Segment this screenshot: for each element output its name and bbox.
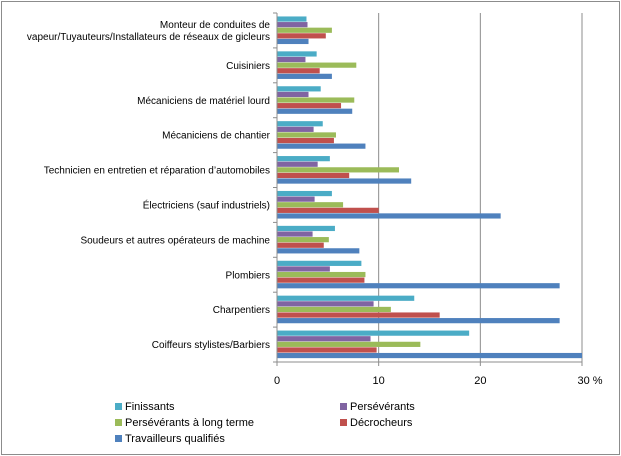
legend-swatch [115, 435, 122, 442]
bar [277, 242, 324, 248]
x-tick-labels: 0 10 20 30 % [274, 375, 603, 387]
bar [277, 196, 315, 202]
category-label: Technicien en entretien et réparation d’… [44, 166, 270, 177]
axes [273, 12, 583, 366]
bar [277, 336, 371, 342]
bar [277, 283, 560, 289]
x-tick-label: 0 [274, 375, 280, 387]
bar [277, 260, 362, 266]
bar [277, 56, 306, 63]
bar [277, 306, 391, 313]
category-labels: Monteur de conduites devapeur/Tuyauteurs… [27, 20, 271, 351]
bar [277, 132, 336, 138]
bar [277, 68, 320, 74]
bar [277, 172, 350, 179]
bar [277, 91, 309, 98]
bar [277, 295, 415, 301]
bar [277, 237, 329, 243]
bar [277, 330, 470, 336]
bar [277, 266, 330, 272]
category-label: Plombiers [226, 270, 270, 281]
legend-swatch [115, 419, 122, 426]
bar [277, 86, 321, 92]
gridlines [378, 13, 583, 362]
bar [277, 161, 318, 167]
bar [277, 126, 314, 132]
legend-label: Finissants [125, 401, 175, 413]
bar [277, 271, 366, 278]
bar [277, 231, 313, 237]
bar [277, 143, 366, 149]
bar [277, 178, 412, 184]
bar [277, 277, 365, 283]
bar [277, 347, 377, 353]
category-label: Monteur de conduites de [160, 20, 271, 31]
bar [277, 103, 342, 109]
legend-label: Persévérants à long terme [125, 417, 254, 429]
bars [277, 16, 582, 359]
legend-swatch [340, 403, 347, 410]
bar [277, 248, 360, 254]
category-label: Charpentiers [213, 305, 270, 316]
bar [277, 22, 308, 28]
bar [277, 156, 330, 162]
bar [277, 301, 374, 307]
category-label: vapeur/Tuyauteurs/Installateurs de résea… [27, 32, 270, 43]
bar [277, 225, 335, 232]
x-tick-label: 10 [373, 375, 385, 387]
category-label: Coiffeurs stylistes/Barbiers [152, 340, 270, 351]
x-tick-label: 30 % [577, 375, 602, 387]
legend-swatch [115, 403, 122, 410]
bar [277, 318, 560, 324]
bar [277, 312, 440, 318]
bar [277, 121, 323, 127]
bar [277, 352, 582, 359]
legend-label: Décrocheurs [350, 417, 413, 429]
category-label: Soudeurs et autres opérateurs de machine [80, 235, 270, 246]
bar [277, 51, 317, 57]
bar [277, 73, 332, 79]
bar [277, 38, 309, 45]
legend-label: Persévérants [350, 401, 415, 413]
bar [277, 27, 332, 33]
legend-swatch [340, 419, 347, 426]
bar [277, 213, 501, 219]
bar [277, 62, 357, 68]
bar [277, 137, 334, 144]
bar [277, 190, 332, 197]
legend-label: Travailleurs qualifiés [125, 433, 225, 445]
bar [277, 202, 344, 208]
category-label: Cuisiniers [226, 61, 270, 72]
category-label: Mécaniciens de chantier [162, 131, 271, 142]
category-label: Électriciens (sauf industriels) [143, 198, 270, 211]
bar [277, 97, 355, 103]
bar [277, 33, 326, 39]
bar [277, 167, 399, 173]
bar [277, 207, 379, 213]
legend: Finissants Persévérants Persévérants à lon… [115, 401, 415, 445]
bar [277, 108, 353, 114]
bar [277, 16, 307, 22]
x-tick-label: 20 [474, 375, 486, 387]
bar [277, 341, 421, 347]
category-label: Mécaniciens de matériel lourd [137, 96, 270, 107]
